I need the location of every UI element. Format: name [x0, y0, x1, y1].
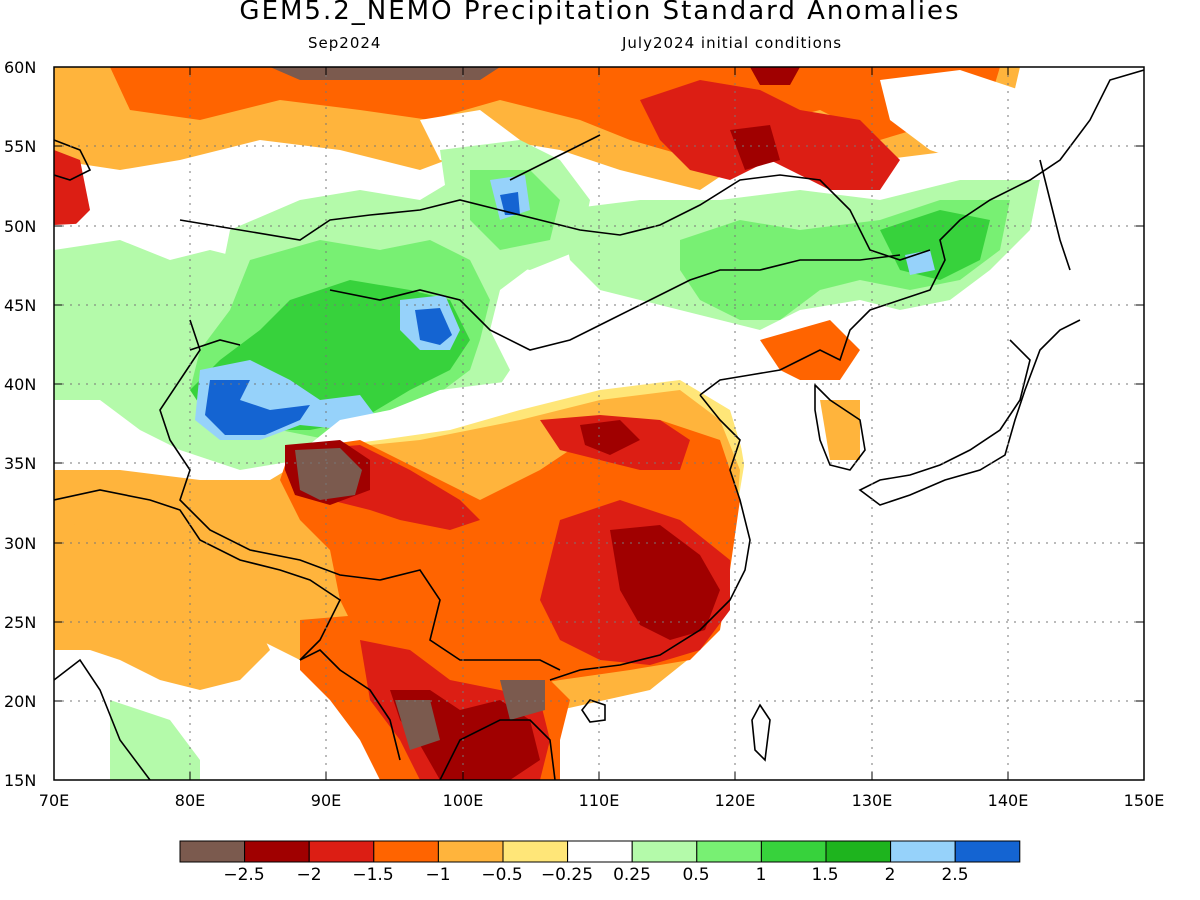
- mongolia-border: [329, 254, 901, 351]
- korea-orange: [820, 400, 860, 460]
- arctic-red: [750, 67, 800, 85]
- cb-label: 2.5: [941, 865, 968, 885]
- russia-border: [179, 174, 931, 261]
- anomaly-field: [54, 67, 1144, 780]
- lon-label-140e: 140E: [988, 791, 1029, 810]
- colorbar-labels: −2.5 −2 −1.5 −1 −0.5 −0.25 0.25 0.5 1 1.…: [223, 865, 968, 885]
- colorbar-swatch: [437, 840, 504, 863]
- colorbar-swatch: [631, 840, 698, 863]
- northern-orange-core: [110, 67, 1000, 160]
- period-label: Sep2024: [308, 34, 382, 52]
- east-neutral: [740, 440, 1144, 780]
- cb-label: −0.5: [481, 865, 522, 885]
- colorbar-swatch: [308, 840, 375, 863]
- sakhalin: [1039, 159, 1071, 271]
- colorbar-swatch: [696, 840, 762, 863]
- lat-label-45n: 45N: [4, 296, 36, 315]
- cb-label: −2: [296, 865, 321, 885]
- colorbar-swatch: [954, 840, 1021, 863]
- lon-label-110e: 110E: [579, 791, 620, 810]
- indochina-coast: [439, 719, 556, 780]
- cb-label: 0.25: [613, 865, 651, 885]
- korea-darkorange: [760, 320, 860, 380]
- siberia-darkred: [730, 125, 780, 170]
- cb-label: 2: [885, 865, 896, 885]
- india-orange: [54, 520, 270, 690]
- east-coast: [549, 394, 751, 681]
- colorbar-swatch: [179, 840, 246, 863]
- hainan: [581, 699, 606, 723]
- lat-label-15n: 15N: [4, 771, 36, 790]
- india-lightgreen: [110, 700, 200, 780]
- cb-label: −2.5: [223, 865, 264, 885]
- tarim-blue: [205, 380, 310, 435]
- india-coast: [54, 658, 151, 780]
- cb-label: −1.5: [352, 865, 393, 885]
- lat-label-55n: 55N: [4, 137, 36, 156]
- south-china-darkred: [610, 525, 720, 640]
- lon-label-150e: 150E: [1124, 791, 1165, 810]
- arctic-brown: [270, 67, 500, 80]
- lat-label-25n: 25N: [4, 613, 36, 632]
- indochina-brown: [395, 700, 440, 750]
- colorbar-swatch: [244, 840, 310, 863]
- japan: [858, 319, 1081, 506]
- initial-conditions-label: July2024 initial conditions: [622, 34, 843, 52]
- baikal-blue: [500, 192, 520, 215]
- cb-label: −0.25: [541, 865, 593, 885]
- colorbar-swatch: [373, 840, 439, 863]
- mongolia-blue: [415, 308, 452, 345]
- cb-label: 0.5: [682, 865, 709, 885]
- north-neutral-2: [880, 70, 1040, 170]
- lon-label-120e: 120E: [715, 791, 756, 810]
- korea: [814, 383, 866, 471]
- colorbar-swatch: [890, 840, 956, 863]
- indochina-brown-2: [500, 680, 545, 720]
- northwest-red: [54, 150, 90, 230]
- lat-label-60n: 60N: [4, 58, 36, 77]
- cb-label: 1: [756, 865, 767, 885]
- latitude-labels: 60N 55N 50N 45N 40N 35N 30N 25N 20N 15N: [4, 58, 36, 790]
- lon-label-70e: 70E: [39, 791, 69, 810]
- longitude-labels: 70E 80E 90E 100E 110E 120E 130E 140E 150…: [39, 791, 1165, 810]
- bay-coast: [299, 649, 401, 761]
- colorbar-swatch: [502, 840, 569, 863]
- colorbar-swatch: [825, 840, 892, 863]
- china-darkred-2: [580, 420, 640, 455]
- coastlines: [54, 69, 1144, 780]
- taiwan: [751, 703, 771, 762]
- grid-lines: [54, 67, 1144, 780]
- lon-label-130e: 130E: [852, 791, 893, 810]
- baikal: [509, 134, 601, 181]
- lon-label-80e: 80E: [175, 791, 205, 810]
- china-coast: [699, 69, 1144, 396]
- lat-label-40n: 40N: [4, 375, 36, 394]
- cb-label: −1: [425, 865, 450, 885]
- lat-label-30n: 30N: [4, 534, 36, 553]
- china-west-border: [159, 319, 561, 671]
- caspian: [54, 139, 92, 181]
- himalaya-border: [54, 489, 342, 661]
- lat-label-50n: 50N: [4, 217, 36, 236]
- chart-title: GEM5.2_NEMO Precipitation Standard Anoma…: [239, 0, 961, 26]
- axis-ticks: [53, 66, 1145, 781]
- lon-label-100e: 100E: [443, 791, 484, 810]
- cb-label: 1.5: [811, 865, 838, 885]
- colorbar-swatch: [567, 840, 633, 863]
- tibet-brown: [295, 448, 362, 500]
- lat-label-35n: 35N: [4, 454, 36, 473]
- colorbar-swatch: [760, 840, 827, 863]
- lon-label-90e: 90E: [311, 791, 341, 810]
- lat-label-20n: 20N: [4, 692, 36, 711]
- balkhash: [189, 339, 241, 351]
- colorbar: [179, 840, 1021, 863]
